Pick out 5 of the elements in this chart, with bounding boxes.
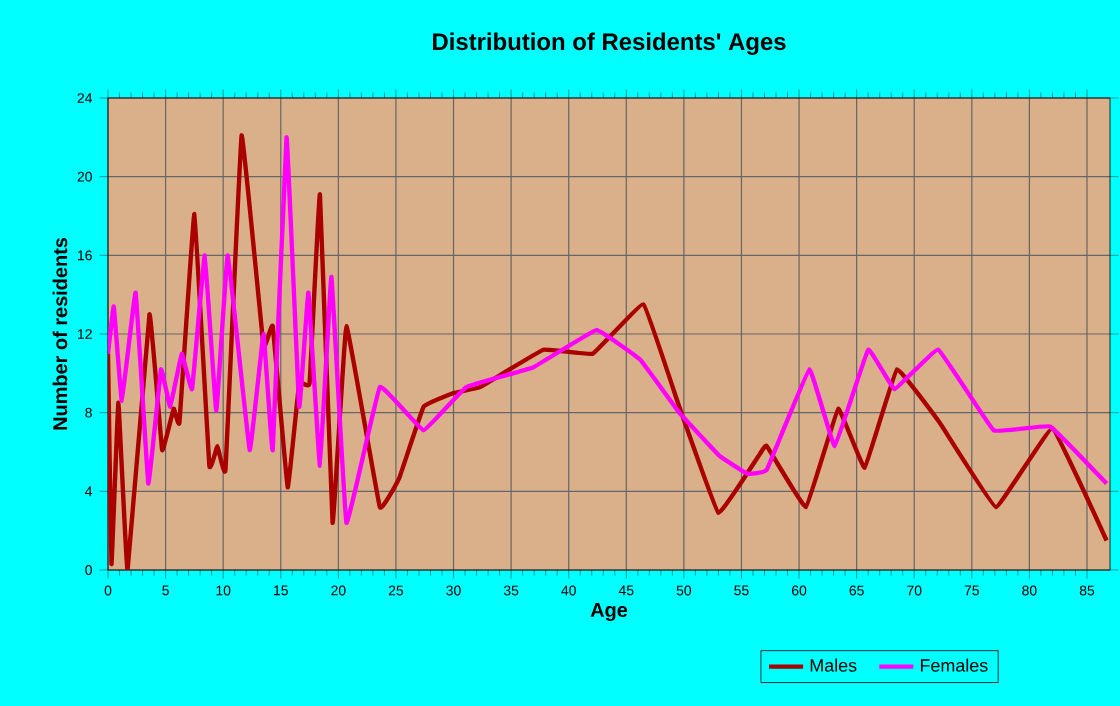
legend-label: Females (920, 658, 988, 672)
y-axis-title: Number of residents (52, 237, 68, 430)
x-axis-title: Age (590, 603, 628, 622)
legend-label: Males (810, 658, 857, 672)
chart-title: Distribution of Residents' Ages (433, 32, 786, 55)
